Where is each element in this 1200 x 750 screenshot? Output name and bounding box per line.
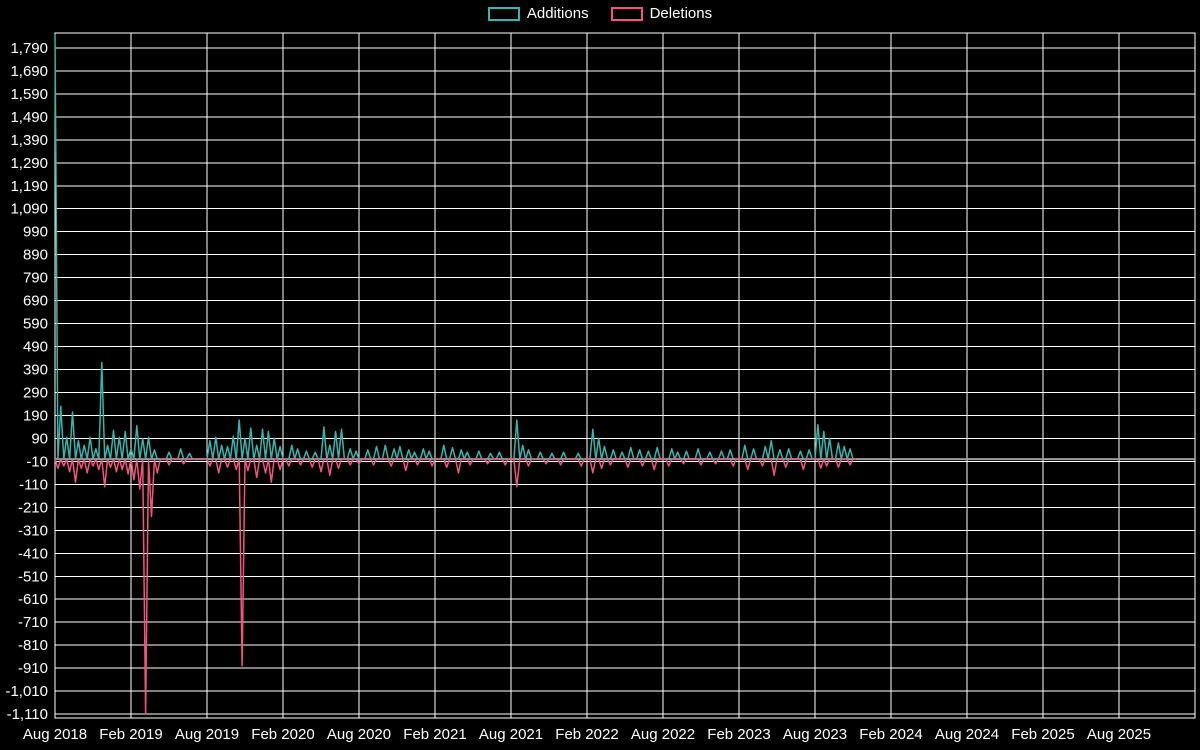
svg-text:890: 890 [23, 247, 48, 264]
chart-legend: Additions Deletions [0, 6, 1200, 21]
svg-text:990: 990 [23, 224, 48, 241]
svg-text:Aug 2024: Aug 2024 [935, 726, 999, 743]
svg-text:290: 290 [23, 385, 48, 402]
additions-swatch [487, 6, 520, 21]
svg-text:90: 90 [31, 430, 48, 447]
svg-text:Feb 2021: Feb 2021 [403, 726, 466, 743]
svg-text:-710: -710 [18, 614, 48, 631]
svg-text:190: 190 [23, 408, 48, 425]
svg-text:Aug 2020: Aug 2020 [327, 726, 391, 743]
svg-text:-1,110: -1,110 [7, 706, 48, 723]
svg-text:1,490: 1,490 [10, 109, 48, 126]
svg-text:1,090: 1,090 [10, 201, 48, 218]
svg-text:1,790: 1,790 [10, 40, 48, 57]
svg-text:-110: -110 [19, 476, 48, 493]
svg-text:490: 490 [23, 339, 48, 356]
svg-text:790: 790 [23, 270, 48, 287]
svg-text:Feb 2024: Feb 2024 [859, 726, 922, 743]
svg-text:1,390: 1,390 [10, 132, 48, 149]
deletions-legend-label: Deletions [649, 5, 713, 22]
svg-text:-810: -810 [18, 637, 48, 654]
deletions-swatch [610, 6, 643, 21]
svg-text:-510: -510 [18, 568, 48, 585]
svg-text:1,190: 1,190 [10, 178, 48, 195]
svg-text:-210: -210 [18, 499, 48, 516]
svg-text:1,590: 1,590 [10, 86, 48, 103]
svg-text:Feb 2025: Feb 2025 [1011, 726, 1074, 743]
svg-text:Feb 2023: Feb 2023 [707, 726, 770, 743]
svg-text:Aug 2023: Aug 2023 [783, 726, 847, 743]
svg-text:Feb 2022: Feb 2022 [555, 726, 618, 743]
svg-text:Aug 2025: Aug 2025 [1087, 726, 1151, 743]
svg-text:690: 690 [23, 293, 48, 310]
svg-text:Feb 2020: Feb 2020 [251, 726, 314, 743]
svg-text:-10: -10 [26, 453, 48, 470]
svg-text:-410: -410 [18, 545, 48, 562]
svg-text:-910: -910 [18, 660, 48, 677]
svg-text:Aug 2018: Aug 2018 [23, 726, 87, 743]
svg-text:Aug 2021: Aug 2021 [479, 726, 543, 743]
svg-text:Feb 2019: Feb 2019 [99, 726, 162, 743]
legend-item-deletions[interactable]: Deletions [610, 5, 713, 22]
legend-item-additions[interactable]: Additions [487, 5, 589, 22]
svg-text:-310: -310 [18, 522, 48, 539]
svg-text:-610: -610 [18, 591, 48, 608]
svg-text:1,690: 1,690 [10, 63, 48, 80]
svg-text:-1,010: -1,010 [5, 683, 48, 700]
svg-text:1,290: 1,290 [10, 155, 48, 172]
additions-legend-label: Additions [526, 5, 589, 22]
svg-text:Aug 2019: Aug 2019 [175, 726, 239, 743]
svg-text:Aug 2022: Aug 2022 [631, 726, 695, 743]
svg-text:390: 390 [23, 362, 48, 379]
svg-text:590: 590 [23, 316, 48, 333]
